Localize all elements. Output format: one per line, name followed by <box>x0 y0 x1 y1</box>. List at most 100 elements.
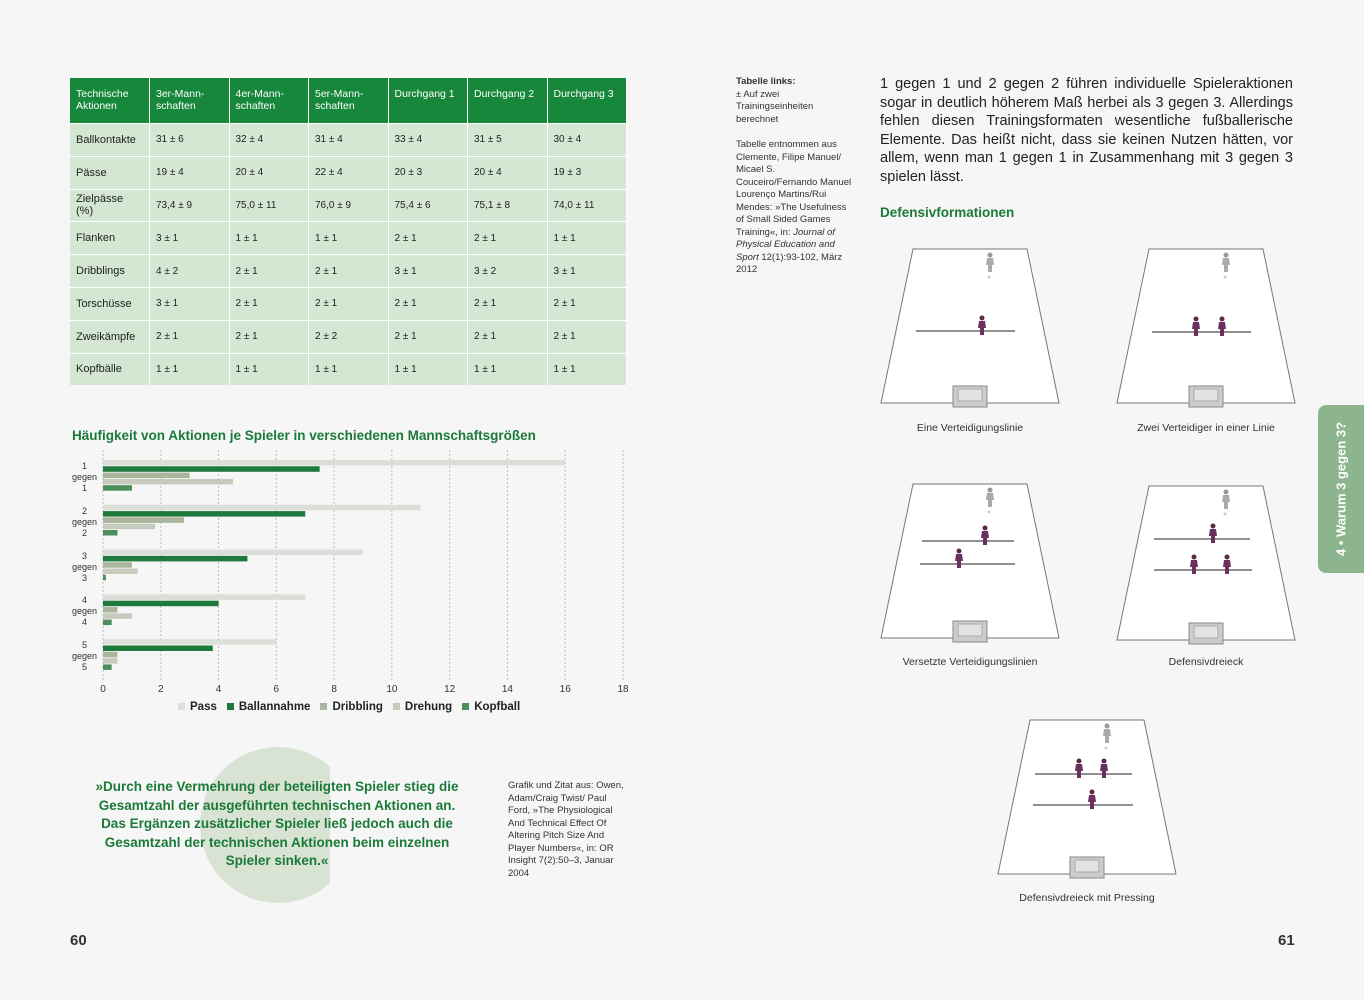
table-cell: Flanken <box>70 221 150 255</box>
bar <box>103 574 106 581</box>
table-cell: 2 ± 1 <box>308 286 389 321</box>
side-tab-label: 4 • Warum 3 gegen 3? <box>1333 421 1349 557</box>
table-cell: 1 ± 1 <box>308 352 389 386</box>
table-cell: 2 ± 1 <box>388 286 468 321</box>
table-cell: 1 ± 1 <box>229 352 309 386</box>
table-cell: 2 ± 1 <box>388 221 468 255</box>
table-body: Ballkontakte 31 ± 6 32 ± 4 31 ± 4 33 ± 4 31 ±… <box>70 123 627 386</box>
table-cell: 2 ± 1 <box>229 319 309 354</box>
bar <box>103 645 213 651</box>
x-tick-label: 6 <box>274 684 280 695</box>
table-cell: 2 ± 1 <box>308 254 389 288</box>
table-cell: 31 ± 5 <box>467 123 548 157</box>
x-tick-label: 14 <box>502 684 514 695</box>
quote-source: Grafik und Zitat aus: Owen, Adam/Craig T… <box>508 780 624 879</box>
table-cell: 1 ± 1 <box>149 352 230 386</box>
bar <box>103 504 421 511</box>
table-cell: 20 ± 4 <box>467 155 548 190</box>
table-cell: 31 ± 4 <box>308 123 389 157</box>
table-cell: 75,4 ± 6 <box>388 188 468 222</box>
page-number: 60 <box>70 932 87 949</box>
legend-item: Dribbling <box>320 701 383 713</box>
legend-label: Pass <box>190 701 217 713</box>
legend-item: Ballannahme <box>226 701 311 713</box>
legend-label: Kopfball <box>474 701 521 713</box>
bar <box>103 472 190 479</box>
table-cell: 3 ± 2 <box>467 254 548 288</box>
table-cell: Pässe <box>70 155 150 190</box>
legend-item: Drehung <box>392 701 452 713</box>
chart-title: Häufigkeit von Aktionen je Spieler in ve… <box>72 428 536 443</box>
table-cell: 2 ± 1 <box>547 319 627 354</box>
bar <box>103 511 306 517</box>
diagram <box>880 248 1060 408</box>
legend-swatch <box>178 703 185 711</box>
table-note: Tabelle links: ± Auf zwei Trainingseinhe… <box>736 76 854 277</box>
table-cell: 2 ± 1 <box>149 319 230 354</box>
bar <box>103 562 132 568</box>
category-label: 1 gegen 1 <box>71 461 97 493</box>
table-cell: 2 ± 1 <box>467 221 548 255</box>
legend-label: Ballannahme <box>238 701 311 713</box>
table-cell: 19 ± 4 <box>149 155 230 190</box>
bar <box>103 613 132 619</box>
source-text: Tabelle entnommen aus Clemente, Filipe M… <box>736 139 852 238</box>
category-label: 2 gegen 2 <box>71 505 97 538</box>
data-table: Technische Aktionen 3er-Mann-schaften 4er-… <box>70 78 627 386</box>
x-tick-label: 16 <box>560 684 572 695</box>
body-text: 1 gegen 1 und 2 gegen 2 führen individue… <box>880 76 1293 185</box>
table-cell: 2 ± 2 <box>308 319 389 354</box>
header-cell: 4er-Mann-schaften <box>229 78 309 124</box>
legend-item: Pass <box>178 701 217 713</box>
legend: Pass Ballannahme Dribbling Drehung Kopfball <box>178 701 520 713</box>
table-cell: 3 ± 1 <box>149 286 230 321</box>
table-cell: 2 ± 1 <box>229 254 309 288</box>
table-cell: 1 ± 1 <box>308 221 389 255</box>
bar <box>103 485 132 491</box>
table-cell: 19 ± 3 <box>547 155 627 190</box>
legend-swatch <box>226 703 234 711</box>
bar <box>103 549 363 556</box>
table-cell: 2 ± 1 <box>547 286 627 321</box>
page-number: 61 <box>1278 932 1295 949</box>
legend-label: Dribbling <box>332 701 383 713</box>
table-cell: 2 ± 1 <box>229 286 309 321</box>
table-cell: 3 ± 1 <box>547 254 627 288</box>
bar <box>103 639 277 645</box>
table-cell: Torschüsse <box>70 286 150 321</box>
table-cell: 22 ± 4 <box>308 155 389 190</box>
bar <box>103 664 112 670</box>
header-cell: 3er-Mann-schaften <box>149 78 230 124</box>
table-cell: 1 ± 1 <box>547 352 627 386</box>
table-cell: 3 ± 1 <box>149 221 230 255</box>
bar <box>103 600 219 607</box>
table-cell: 30 ± 4 <box>547 123 627 157</box>
header-cell: 5er-Mann-schaften <box>308 78 389 124</box>
bar <box>103 568 138 574</box>
bar <box>103 466 320 472</box>
table-cell: Dribblings <box>70 254 150 288</box>
table-cell: 76,0 ± 9 <box>308 188 389 222</box>
table-cell: 2 ± 1 <box>388 319 468 354</box>
note-text: ± Auf zwei Trainingseinheiten berechnet <box>736 88 814 125</box>
category-label: 5 gegen 5 <box>71 640 97 673</box>
bar <box>103 658 118 664</box>
table-cell: 33 ± 4 <box>388 123 468 157</box>
table-cell: 3 ± 1 <box>388 254 468 288</box>
legend-item: Kopfball <box>462 701 520 713</box>
bar <box>103 594 306 600</box>
table-row: Ballkontakte 31 ± 6 32 ± 4 31 ± 4 33 ± 4 31 ±… <box>70 123 627 157</box>
table-cell: 74,0 ± 11 <box>547 188 627 222</box>
table-cell: 1 ± 1 <box>467 352 548 386</box>
bar <box>103 530 118 536</box>
note-label: Tabelle links: <box>736 76 796 87</box>
diagram-caption: Defensivdreieck mit Pressing <box>1019 892 1155 904</box>
diagram-caption: Zwei Verteidiger in einer Linie <box>1137 422 1275 434</box>
diagram-caption: Defensivdreieck <box>1168 656 1244 668</box>
legend-swatch <box>392 703 400 711</box>
table-cell: Ballkontakte <box>70 123 150 157</box>
